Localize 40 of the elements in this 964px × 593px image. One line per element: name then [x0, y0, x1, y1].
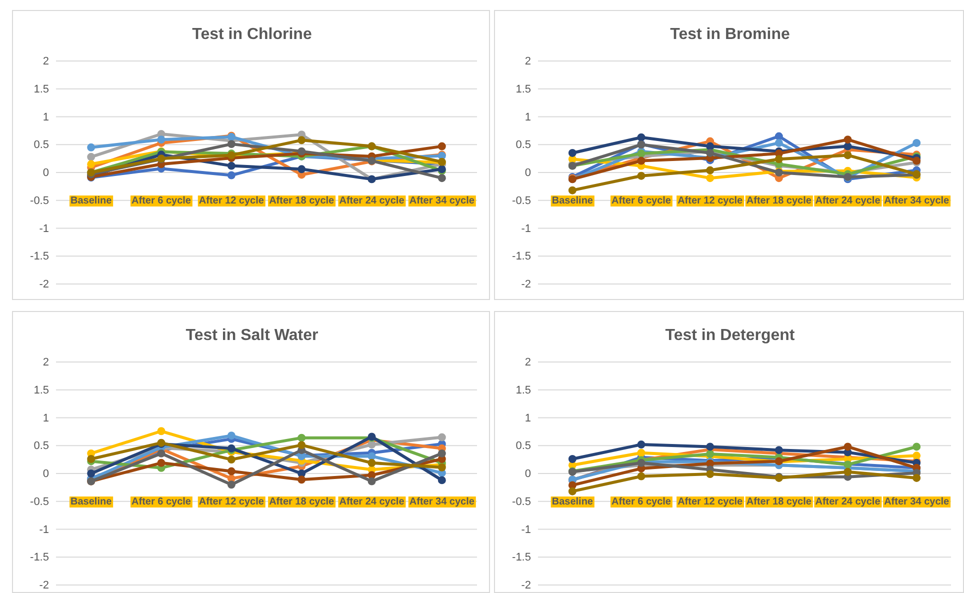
y-tick-label: 2	[42, 356, 49, 369]
y-tick-label: -1.5	[512, 552, 531, 564]
y-tick-label: -1	[39, 222, 49, 235]
y-tick-label: -1.5	[30, 250, 49, 263]
y-tick-label: -0.5	[512, 496, 531, 508]
y-tick-label: 1.5	[34, 83, 49, 96]
y-tick-label: 0.5	[34, 139, 49, 152]
chart-title: Test in Bromine	[670, 26, 790, 43]
y-tick-label: 1.5	[516, 83, 531, 96]
y-tick-label: 1.5	[516, 384, 531, 396]
chart-title: Test in Salt Water	[186, 327, 318, 344]
y-tick-label: 0	[42, 468, 49, 480]
y-tick-label: -1	[521, 524, 531, 536]
y-tick-label: 1	[524, 412, 531, 424]
y-tick-label: -2	[39, 580, 49, 592]
y-tick-label: -2	[521, 278, 531, 291]
y-tick-label: -0.5	[30, 194, 49, 207]
chart-title: Test in Detergent	[665, 327, 796, 344]
y-tick-label: 2	[42, 56, 49, 68]
y-tick-label: 0.5	[516, 440, 531, 452]
y-tick-label: -2	[521, 580, 531, 592]
y-tick-label: 1	[524, 111, 531, 124]
y-tick-label: 0	[524, 468, 531, 480]
y-tick-label: 1	[42, 111, 49, 124]
y-tick-label: 0.5	[34, 440, 49, 452]
y-tick-label: -1	[521, 222, 531, 235]
y-tick-label: 1.5	[34, 384, 49, 396]
y-tick-label: 1	[42, 412, 49, 424]
y-tick-label: -1.5	[30, 552, 49, 564]
y-tick-label: -2	[39, 278, 49, 291]
y-tick-label: 0	[524, 167, 531, 180]
y-tick-label: 0	[42, 167, 49, 180]
y-tick-label: -1.5	[512, 250, 531, 263]
y-tick-label: -1	[39, 524, 49, 536]
y-tick-label: 2	[524, 56, 531, 68]
y-tick-label: 0.5	[516, 139, 531, 152]
y-tick-label: -0.5	[30, 496, 49, 508]
chart-title: Test in Chlorine	[192, 26, 312, 43]
y-tick-label: -0.5	[512, 194, 531, 207]
y-tick-label: 2	[524, 356, 531, 369]
